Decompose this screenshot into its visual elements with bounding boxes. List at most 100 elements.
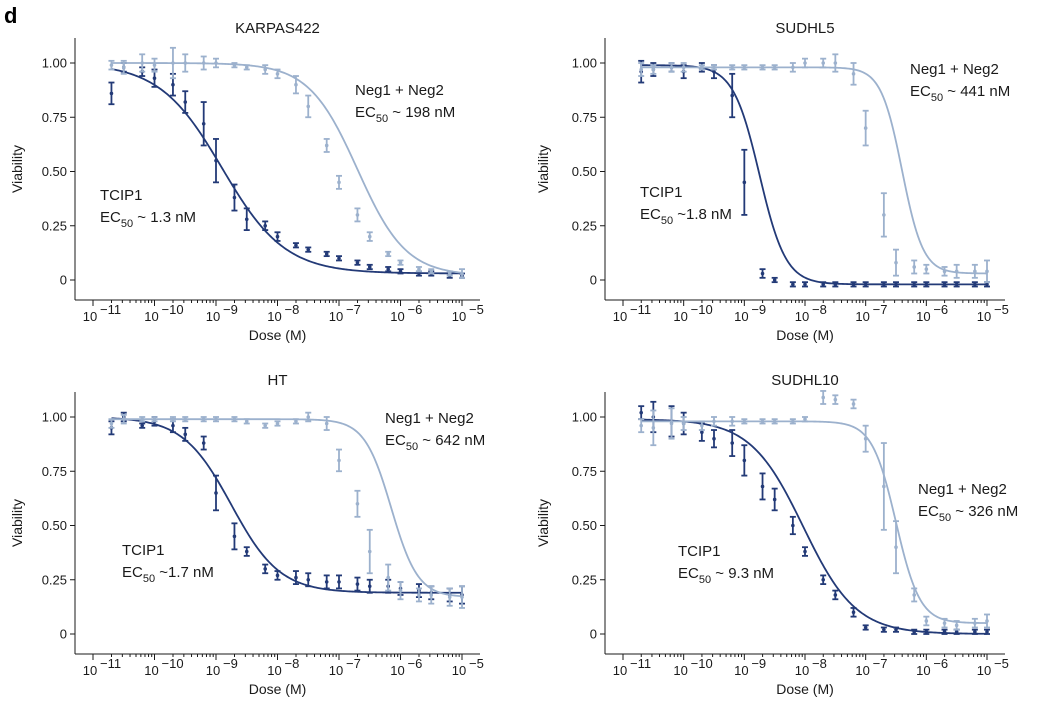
fit-curve	[111, 62, 463, 274]
y-tick-label: 0.50	[42, 164, 67, 179]
data-point	[152, 63, 157, 67]
data-point	[882, 282, 886, 287]
data-point	[851, 610, 856, 615]
data-point	[232, 534, 237, 539]
data-point	[669, 421, 674, 426]
data-point	[681, 65, 686, 70]
data-point	[429, 593, 434, 597]
data-point	[398, 269, 403, 274]
data-point	[639, 67, 643, 72]
data-point	[398, 588, 403, 593]
data-point	[973, 621, 977, 625]
annotation-tcip1: TCIP1 EC50 ~1.8 nM	[640, 184, 732, 227]
series-neg	[108, 411, 465, 609]
data-point	[183, 100, 188, 104]
x-tick-label: 10	[83, 309, 97, 324]
x-tick-exponent: −7	[346, 656, 361, 671]
data-point	[973, 269, 977, 274]
data-point	[367, 265, 372, 269]
data-point	[294, 419, 298, 424]
x-tick-label: 10	[673, 663, 687, 678]
annotation-ec50: EC50 ~ 642 nM	[385, 432, 485, 453]
data-point	[985, 630, 989, 634]
data-point	[821, 282, 825, 287]
data-point	[863, 436, 868, 441]
x-tick-label: 10	[795, 309, 809, 324]
data-point	[851, 282, 856, 287]
x-tick-exponent: −11	[630, 656, 651, 671]
y-tick-label: 0.75	[42, 464, 67, 479]
data-point	[183, 417, 188, 421]
data-point	[306, 415, 311, 419]
chart-title: KARPAS422	[235, 20, 320, 37]
data-point	[232, 63, 237, 67]
data-point	[214, 491, 218, 495]
data-point	[447, 595, 452, 599]
fit-curve	[641, 418, 988, 635]
data-point	[275, 421, 280, 426]
data-point	[201, 61, 206, 65]
data-point	[985, 282, 989, 287]
y-tick-label: 0.50	[572, 518, 597, 533]
data-point	[712, 69, 716, 74]
annotation-ec50: EC50 ~1.7 nM	[122, 564, 214, 585]
x-tick-exponent: −9	[223, 656, 238, 671]
x-tick-label: 10	[83, 663, 97, 678]
data-point	[337, 180, 341, 185]
data-point	[772, 497, 777, 502]
x-tick-exponent: −7	[346, 302, 361, 317]
y-tick-label: 0.25	[42, 218, 67, 233]
annotation-name: Neg1 + Neg2	[910, 61, 999, 78]
x-tick-label: 10	[390, 663, 404, 678]
x-tick-exponent: −11	[100, 302, 121, 317]
data-point	[760, 65, 765, 70]
x-tick-label: 10	[452, 663, 466, 678]
data-point	[306, 247, 311, 252]
x-tick-exponent: −9	[751, 302, 766, 317]
data-point	[924, 267, 929, 271]
data-point	[244, 217, 249, 222]
x-tick-exponent: −5	[469, 656, 484, 671]
data-point	[742, 419, 747, 424]
annotation-ec50: EC50 ~ 198 nM	[355, 104, 455, 125]
data-point	[985, 619, 989, 623]
data-point	[772, 278, 777, 282]
data-point	[700, 423, 704, 428]
x-tick-exponent: −11	[100, 656, 121, 671]
y-tick-label: 0.50	[572, 164, 597, 179]
data-point	[337, 580, 341, 584]
data-point	[214, 417, 218, 421]
data-point	[171, 423, 175, 428]
data-point	[973, 630, 977, 634]
series-neg	[638, 390, 990, 631]
data-point	[712, 436, 716, 441]
y-tick-label: 0.50	[42, 518, 67, 533]
data-point	[791, 282, 795, 287]
fit-curve	[641, 66, 987, 275]
data-point	[324, 580, 329, 584]
annotation-ec50: EC50 ~ 441 nM	[910, 83, 1010, 104]
data-point	[386, 575, 391, 580]
data-point	[772, 419, 777, 424]
x-tick-label: 10	[916, 309, 930, 324]
data-point	[803, 549, 807, 554]
data-point	[398, 260, 403, 265]
x-tick-label: 10	[734, 663, 748, 678]
x-tick-label: 10	[390, 309, 404, 324]
data-point	[214, 61, 218, 65]
annotation-name: Neg1 + Neg2	[385, 410, 474, 427]
annotation-neg: Neg1 + Neg2 EC50 ~ 326 nM	[918, 481, 1018, 524]
data-point	[791, 419, 795, 424]
data-point	[152, 76, 157, 80]
y-tick-label: 0.75	[572, 110, 597, 125]
data-point	[730, 419, 734, 424]
data-point	[894, 282, 898, 287]
data-point	[306, 577, 311, 582]
annotation-name: Neg1 + Neg2	[918, 481, 1007, 498]
y-tick-label: 0	[60, 627, 67, 642]
y-tick-label: 0.25	[42, 572, 67, 587]
data-point	[912, 282, 916, 287]
data-point	[367, 584, 372, 589]
